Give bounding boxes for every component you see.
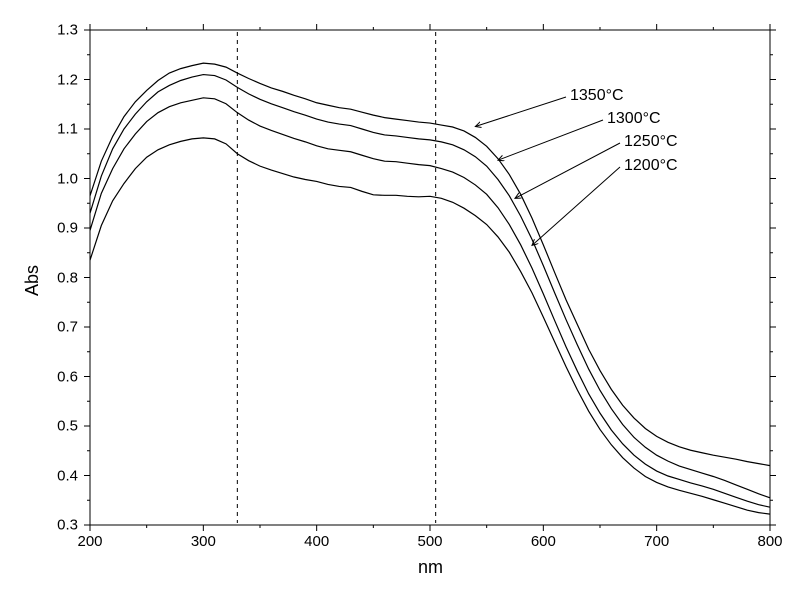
annotation-arrow — [475, 97, 566, 127]
absorbance-line-chart: 200 300 400 500 600 700 800 0.3 0.4 0.5 0.6 0.7 0.8 0… — [0, 0, 793, 603]
x-tick-label: 700 — [644, 533, 669, 550]
annotation-arrow — [498, 120, 603, 160]
x-axis-label: nm — [418, 557, 443, 578]
annotation-arrow — [515, 143, 620, 198]
x-tick-label: 300 — [191, 533, 216, 550]
series-label: 1300°C — [607, 110, 661, 128]
x-tick-label: 200 — [77, 533, 102, 550]
y-tick-label: 1.1 — [38, 121, 78, 138]
x-tick-label: 500 — [417, 533, 442, 550]
plot-border — [90, 30, 770, 525]
series-label: 1250°C — [624, 133, 678, 151]
y-axis-label: Abs — [22, 264, 43, 295]
y-tick-label: 0.5 — [38, 418, 78, 435]
x-tick-label: 800 — [757, 533, 782, 550]
annotation-arrow — [532, 167, 620, 245]
y-tick-label: 0.6 — [38, 368, 78, 385]
y-tick-label: 0.4 — [38, 467, 78, 484]
series-1350°C — [90, 63, 770, 465]
y-tick-label: 0.9 — [38, 220, 78, 237]
y-tick-label: 0.3 — [38, 517, 78, 534]
y-tick-label: 1.2 — [38, 71, 78, 88]
y-tick-label: 0.7 — [38, 319, 78, 336]
y-tick-label: 0.8 — [38, 269, 78, 286]
series-label: 1350°C — [570, 87, 624, 105]
x-tick-label: 400 — [304, 533, 329, 550]
series-1200°C — [90, 138, 770, 514]
series-label: 1200°C — [624, 157, 678, 175]
chart-svg — [0, 0, 793, 603]
y-tick-label: 1.0 — [38, 170, 78, 187]
y-tick-label: 1.3 — [38, 22, 78, 39]
x-tick-label: 600 — [531, 533, 556, 550]
